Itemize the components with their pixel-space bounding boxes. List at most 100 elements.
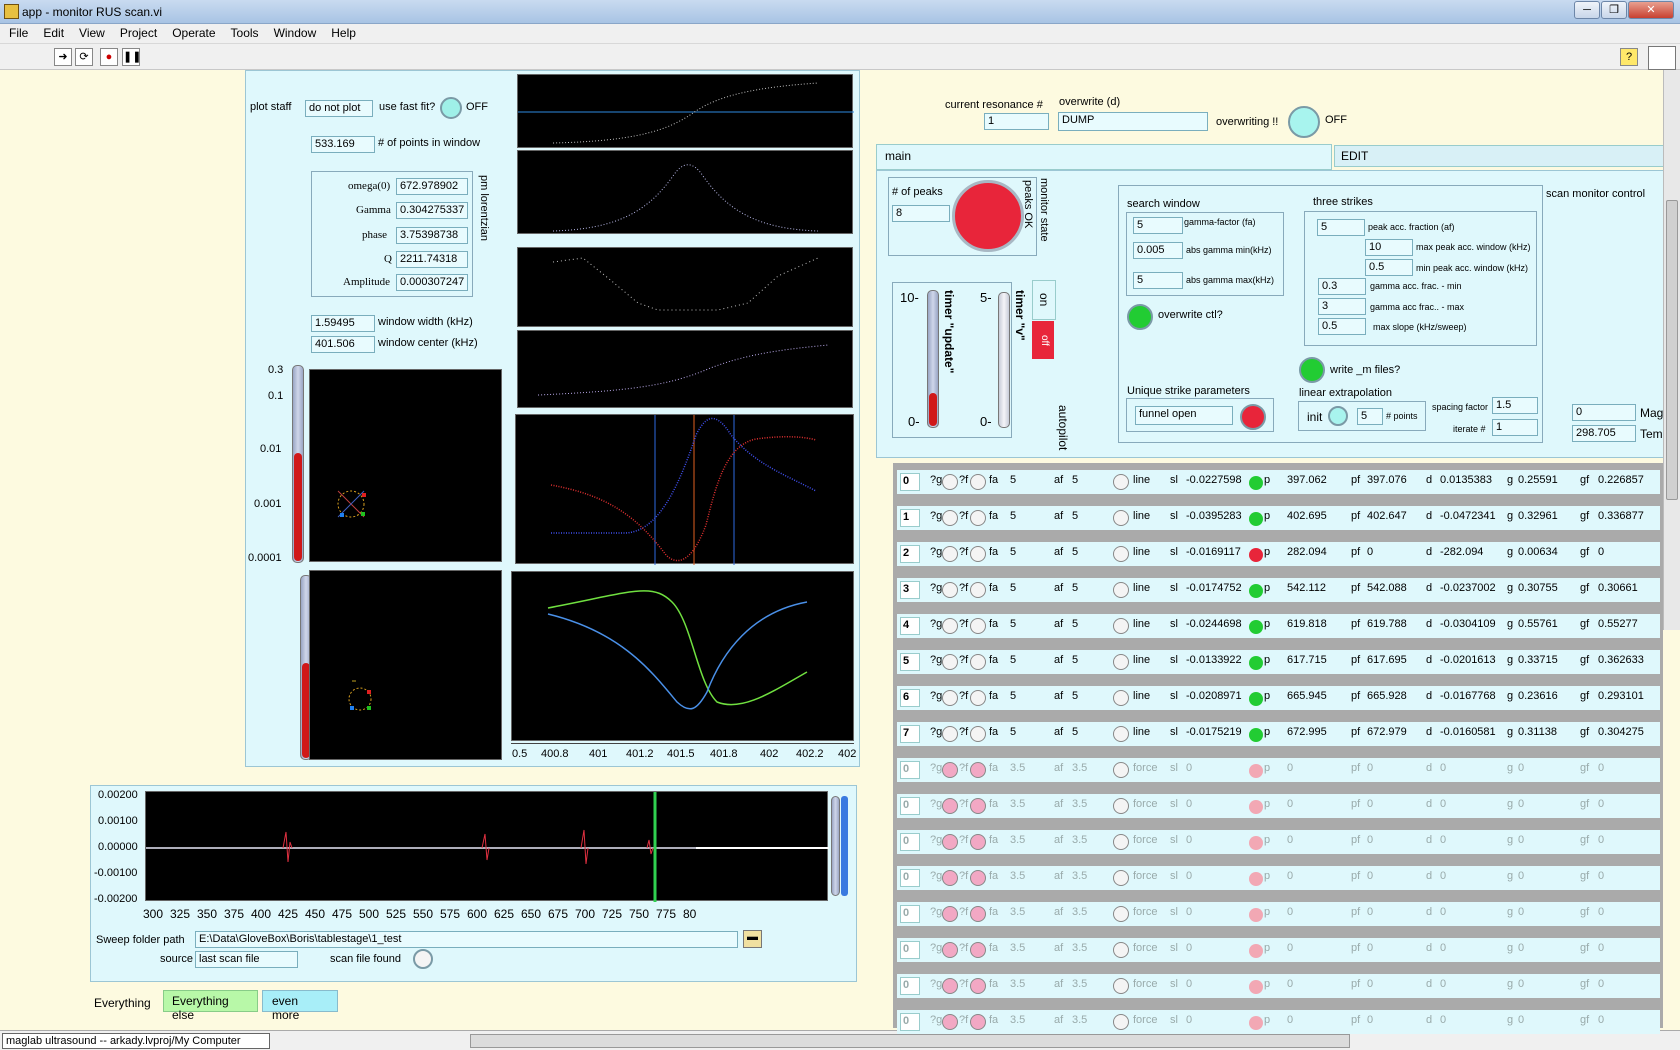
init-toggle[interactable] [1328,406,1348,426]
p-value[interactable]: 0 [1287,762,1294,774]
pf-value[interactable]: 0 [1367,1014,1374,1026]
f-toggle[interactable] [970,1014,986,1030]
pf-value[interactable]: 402.647 [1367,510,1407,522]
f-toggle[interactable] [970,870,986,886]
current-resonance-field[interactable]: 1 [984,113,1049,130]
sl-value[interactable]: -0.0227598 [1186,474,1242,486]
f-toggle[interactable] [970,798,986,814]
tab-even-more[interactable]: even more [262,990,338,1022]
gamma-acc-min-field[interactable]: 0.3 [1318,278,1366,295]
sl-value[interactable]: 0 [1186,978,1193,990]
g-toggle[interactable] [942,834,958,850]
g-toggle[interactable] [942,762,958,778]
abs-gamma-min-field[interactable]: 0.005 [1133,242,1183,259]
af-value[interactable]: 3.5 [1072,906,1088,918]
tab-edit[interactable]: EDIT [1334,145,1680,167]
g-value[interactable]: 0 [1518,762,1525,774]
d-value[interactable]: 0 [1440,978,1447,990]
pf-value[interactable]: 0 [1367,762,1374,774]
af-value[interactable]: 5 [1072,474,1079,486]
mode-value[interactable]: line [1133,726,1151,738]
line-toggle[interactable] [1113,726,1129,742]
af-value[interactable]: 3.5 [1072,798,1088,810]
af-value[interactable]: 5 [1072,690,1079,702]
row-index-field[interactable]: 6 [900,689,920,707]
line-toggle[interactable] [1113,762,1129,778]
f-toggle[interactable] [970,474,986,490]
menu-window[interactable]: Window [273,26,317,40]
fa-value[interactable]: 5 [1010,690,1017,702]
f-toggle[interactable] [970,978,986,994]
pf-value[interactable]: 619.788 [1367,618,1407,630]
gf-value[interactable]: 0.362633 [1598,654,1644,666]
write-m-files-led[interactable] [1299,357,1325,383]
gf-value[interactable]: 0 [1598,870,1605,882]
menu-view[interactable]: View [79,26,105,40]
fa-value[interactable]: 5 [1010,510,1017,522]
max-slope-field[interactable]: 0.5 [1318,318,1366,335]
pf-value[interactable]: 0 [1367,978,1374,990]
off-button[interactable]: off [1032,321,1054,359]
sl-value[interactable]: 0 [1186,942,1193,954]
mode-value[interactable]: force [1133,978,1158,990]
line-toggle[interactable] [1113,654,1129,670]
line-toggle[interactable] [1113,546,1129,562]
f-toggle[interactable] [970,906,986,922]
source-field[interactable]: last scan file [195,951,298,968]
f-toggle[interactable] [970,546,986,562]
row-index-field[interactable]: 1 [900,509,920,527]
points-field[interactable]: 5 [1357,408,1383,425]
peaks-field[interactable]: 8 [892,205,950,222]
run-arrow-icon[interactable]: ➜ [54,48,72,66]
mode-value[interactable]: force [1133,942,1158,954]
p-value[interactable]: 402.695 [1287,510,1327,522]
pf-value[interactable]: 0 [1367,942,1374,954]
row-index-field[interactable]: 0 [900,473,920,491]
d-value[interactable]: -0.0201613 [1440,654,1496,666]
gf-value[interactable]: 0 [1598,546,1605,558]
gamma-field[interactable]: 0.304275337 [396,202,468,219]
gf-value[interactable]: 0.293101 [1598,690,1644,702]
line-toggle[interactable] [1113,582,1129,598]
f-toggle[interactable] [970,834,986,850]
d-value[interactable]: 0 [1440,762,1447,774]
g-toggle[interactable] [942,726,958,742]
g-toggle[interactable] [942,510,958,526]
d-value[interactable]: 0 [1440,798,1447,810]
p-value[interactable]: 665.945 [1287,690,1327,702]
maximize-button[interactable]: ❐ [1601,1,1627,19]
sl-value[interactable]: 0 [1186,834,1193,846]
fa-value[interactable]: 3.5 [1010,1014,1026,1026]
sweep-cursor-slider[interactable] [841,796,848,896]
plot-staff-select[interactable]: do not plot [305,100,373,117]
mode-value[interactable]: force [1133,798,1158,810]
gf-value[interactable]: 0.304275 [1598,726,1644,738]
window-center-field[interactable]: 401.506 [311,336,375,353]
af-value[interactable]: 5 [1072,618,1079,630]
mode-value[interactable]: line [1133,510,1151,522]
points-in-window-field[interactable]: 533.169 [311,136,375,153]
g-toggle[interactable] [942,474,958,490]
f-toggle[interactable] [970,582,986,598]
fa-value[interactable]: 3.5 [1010,870,1026,882]
mode-value[interactable]: force [1133,870,1158,882]
gf-value[interactable]: 0.336877 [1598,510,1644,522]
fa-value[interactable]: 3.5 [1010,906,1026,918]
fa-value[interactable]: 3.5 [1010,942,1026,954]
p-value[interactable]: 0 [1287,942,1294,954]
sl-value[interactable]: -0.0133922 [1186,654,1242,666]
d-value[interactable]: 0 [1440,906,1447,918]
f-toggle[interactable] [970,690,986,706]
f-toggle[interactable] [970,762,986,778]
p-value[interactable]: 0 [1287,870,1294,882]
row-index-field[interactable]: 5 [900,653,920,671]
overwriting-toggle[interactable] [1288,106,1320,138]
mode-value[interactable]: force [1133,1014,1158,1026]
pf-value[interactable]: 0 [1367,906,1374,918]
fa-value[interactable]: 5 [1010,582,1017,594]
af-value[interactable]: 5 [1072,546,1079,558]
line-toggle[interactable] [1113,942,1129,958]
f-toggle[interactable] [970,510,986,526]
gf-value[interactable]: 0.55277 [1598,618,1638,630]
gf-value[interactable]: 0 [1598,798,1605,810]
